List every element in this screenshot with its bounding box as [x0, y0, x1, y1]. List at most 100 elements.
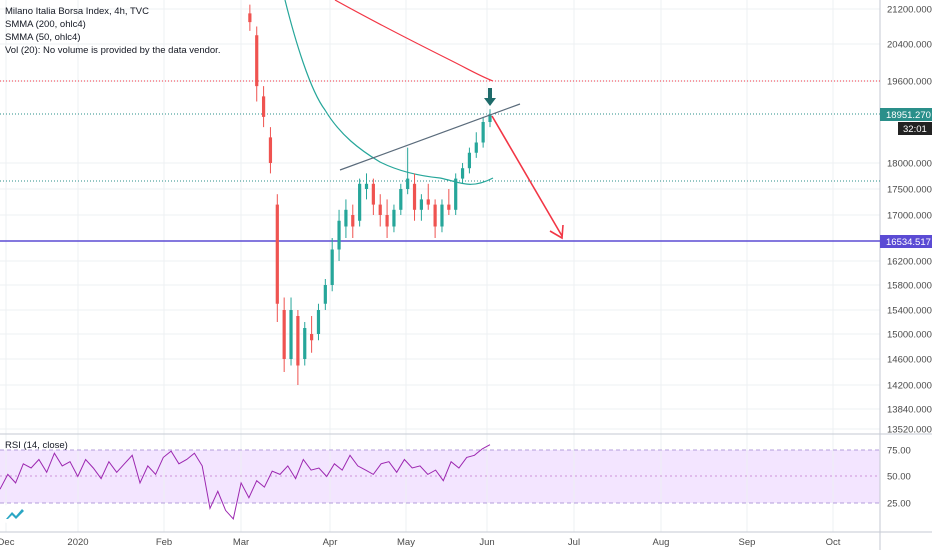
candle-body — [467, 152, 472, 169]
candle-body — [330, 249, 334, 285]
time-tick-label: Jul — [568, 537, 580, 548]
rsi-axis[interactable]: 75.00 50.00 25.00 — [887, 446, 911, 510]
candle — [399, 183, 403, 215]
rsi-legend[interactable]: RSI (14, close) — [5, 440, 68, 451]
price-axis[interactable]: 21200.000 20400.000 19600.000 18000.000 1750… — [887, 5, 932, 436]
time-tick-label: Oct — [826, 537, 841, 548]
candle-body — [481, 122, 485, 143]
candle-body — [474, 142, 478, 153]
candle — [351, 204, 355, 238]
candle-body — [358, 183, 362, 221]
legend-smma200[interactable]: SMMA (200, ohlc4) — [5, 19, 86, 30]
time-tick-label: May — [397, 537, 415, 548]
down-arrow-icon[interactable] — [484, 88, 496, 106]
price-tick-label: 15800.000 — [887, 281, 932, 292]
svg-text:18951.270: 18951.270 — [886, 110, 931, 121]
horizontal-grid — [0, 8, 880, 430]
candle-body — [275, 204, 279, 304]
candle — [310, 316, 314, 353]
candle — [385, 199, 389, 238]
candle — [289, 297, 293, 366]
candle-body — [316, 310, 321, 334]
vertical-grid — [5, 0, 834, 532]
candle-body — [426, 199, 430, 205]
price-tick-label: 14200.000 — [887, 381, 932, 392]
candle — [392, 204, 396, 233]
time-tick-label: 2020 — [67, 537, 88, 548]
price-tick-label: 17500.000 — [887, 185, 932, 196]
candle-body — [412, 183, 417, 210]
candle-body — [447, 204, 451, 210]
candle-body — [310, 334, 314, 341]
time-axis[interactable]: Dec 2020 Feb Mar Apr May Jun Jul Aug Sep Oct — [0, 537, 841, 548]
price-tick-label: 17000.000 — [887, 211, 932, 222]
candle-body — [261, 96, 266, 117]
time-tick-label: Jun — [479, 537, 494, 548]
candle-body — [399, 189, 403, 210]
svg-text:16534.517: 16534.517 — [886, 237, 931, 248]
candle — [337, 209, 341, 261]
rsi-tick-label: 25.00 — [887, 499, 911, 510]
candle — [419, 194, 423, 221]
candle — [447, 189, 451, 215]
candle-body — [248, 13, 252, 23]
candle-body — [378, 204, 382, 215]
candlestick-series — [248, 4, 492, 385]
candle-body — [460, 168, 465, 179]
candle — [303, 322, 307, 366]
tradingview-logo-icon — [6, 509, 24, 519]
candle — [412, 173, 417, 221]
candle-body — [488, 114, 492, 122]
rsi-tick-label: 75.00 — [887, 446, 911, 457]
candle — [275, 194, 279, 322]
candle — [255, 26, 259, 102]
candle-body — [419, 199, 423, 210]
candle-body — [323, 285, 327, 304]
candle — [261, 86, 266, 128]
candle-body — [385, 215, 389, 227]
candle — [467, 147, 472, 174]
price-tick-label: 13520.000 — [887, 425, 932, 436]
candle — [426, 183, 430, 210]
candle — [433, 199, 437, 238]
svg-text:32:01: 32:01 — [903, 124, 927, 135]
time-tick-label: Apr — [323, 537, 338, 548]
price-tick-label: 14600.000 — [887, 355, 932, 366]
rising-trendline[interactable] — [339, 103, 521, 171]
candle-body — [406, 178, 410, 189]
candle-body — [282, 310, 286, 359]
price-tag-countdown: 32:01 — [898, 122, 932, 135]
price-tick-label: 19600.000 — [887, 77, 932, 88]
candle — [378, 194, 382, 227]
candle-body — [344, 209, 348, 227]
candle — [454, 173, 458, 215]
candle-body — [364, 183, 369, 189]
candle — [323, 279, 327, 310]
candle — [481, 116, 485, 148]
candle — [344, 199, 348, 238]
time-tick-label: Dec — [0, 537, 15, 548]
legend-smma50[interactable]: SMMA (50, ohlc4) — [5, 32, 81, 43]
candle — [460, 163, 465, 184]
candle — [330, 238, 334, 292]
tradingview-logo[interactable] — [4, 505, 26, 523]
price-tick-label: 13840.000 — [887, 405, 932, 416]
candle — [358, 178, 362, 227]
legend-vol[interactable]: Vol (20): No volume is provided by the d… — [5, 45, 221, 56]
legend-title[interactable]: Milano Italia Borsa Index, 4h, TVC — [5, 6, 149, 17]
price-tick-label: 20400.000 — [887, 40, 932, 51]
time-tick-label: Sep — [739, 537, 756, 548]
candle-body — [268, 137, 273, 163]
candle-body — [296, 316, 300, 366]
price-tick-label: 21200.000 — [887, 5, 932, 16]
time-tick-label: Feb — [156, 537, 172, 548]
forecast-arrow[interactable] — [491, 115, 564, 240]
candle-body — [433, 204, 437, 227]
candle-body — [303, 328, 307, 359]
candle-body — [289, 310, 293, 359]
chart-legend: Milano Italia Borsa Index, 4h, TVC SMMA … — [5, 5, 220, 57]
candle — [282, 297, 286, 372]
price-tick-label: 16200.000 — [887, 257, 932, 268]
price-tick-label: 15400.000 — [887, 306, 932, 317]
